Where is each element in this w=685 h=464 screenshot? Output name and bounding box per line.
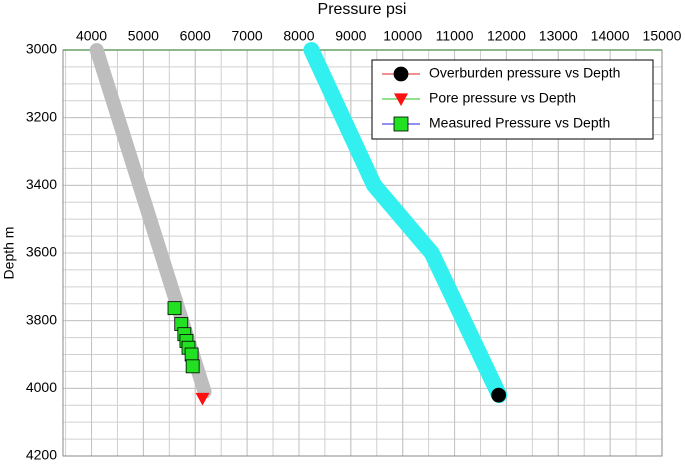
x-tick-label: 6000 xyxy=(180,28,211,44)
legend-label: Pore pressure vs Depth xyxy=(429,90,576,106)
y-tick-label: 3800 xyxy=(26,311,57,327)
legend-label: Measured Pressure vs Depth xyxy=(429,115,610,131)
x-tick-label: 11000 xyxy=(436,28,474,44)
y-axis-title: Depth m xyxy=(1,227,17,280)
x-tick-label: 9000 xyxy=(335,28,366,44)
x-tick-label: 14000 xyxy=(591,28,630,44)
x-axis-title: Pressure psi xyxy=(318,1,407,18)
x-tick-label: 4000 xyxy=(76,28,107,44)
plot-border xyxy=(62,49,663,457)
y-tick-label: 4000 xyxy=(26,379,57,395)
x-tick-label: 12000 xyxy=(487,28,526,44)
marker xyxy=(184,347,199,362)
x-tick-label: 15000 xyxy=(643,28,682,44)
marker xyxy=(491,387,507,403)
marker xyxy=(195,392,210,406)
x-tick-label: 5000 xyxy=(128,28,159,44)
marker xyxy=(167,301,182,316)
marker xyxy=(185,359,200,374)
y-tick-label: 3600 xyxy=(26,244,57,260)
marker xyxy=(393,116,409,132)
y-tick-label: 4200 xyxy=(26,447,57,463)
marker xyxy=(394,93,408,106)
y-tick-label: 3200 xyxy=(26,108,57,124)
x-tick-label: 8000 xyxy=(283,28,314,44)
marker xyxy=(393,66,409,82)
series-line xyxy=(303,42,508,404)
x-tick-label: 13000 xyxy=(539,28,578,44)
x-tick-label: 7000 xyxy=(232,28,263,44)
y-tick-label: 3000 xyxy=(26,41,57,57)
y-tick-label: 3400 xyxy=(26,176,57,192)
x-tick-label: 10000 xyxy=(383,28,422,44)
legend-label: Overburden pressure vs Depth xyxy=(429,65,620,81)
